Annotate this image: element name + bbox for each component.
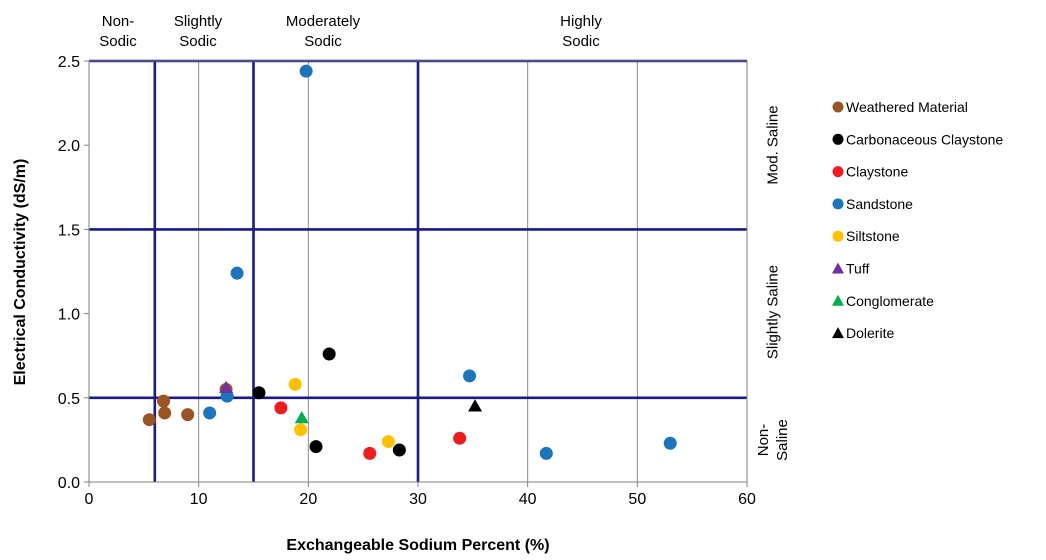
x-axis-title: Exchangeable Sodium Percent (%) [286,537,549,554]
legend-marker [832,230,844,242]
legend-label: Claystone [846,164,908,180]
sodicity-zone-label: Moderately [286,13,361,30]
legend-label: Carbonaceous Claystone [846,131,1003,147]
claystone-point [363,446,377,460]
carbonaceous-claystone-point [252,386,266,400]
sodicity-zone-label: Sodic [304,33,342,50]
salinity-zone-label: Mod. Saline [765,105,782,184]
x-tick-label: 10 [190,491,208,508]
sandstone-point [463,369,477,383]
legend: Weathered Material Carbonaceous Claystone… [832,99,1003,341]
y-tick-label: 0.5 [58,391,80,408]
claystone-point [453,431,467,445]
sodicity-zone-label: Slightly [174,13,223,30]
legend-marker [832,166,844,178]
carbonaceous-claystone-point [392,443,406,457]
carbonaceous-claystone-point [322,347,336,361]
dolerite-point [468,399,483,412]
sandstone-point [230,266,244,280]
tuff-point [219,380,234,393]
legend-marker [832,294,844,306]
x-tick-label: 0 [85,491,94,508]
legend-label: Tuff [846,261,869,277]
data-points [142,64,677,460]
weathered-material-point [142,413,156,427]
legend-label: Sandstone [846,196,913,212]
sodicity-zone-label: Sodic [179,33,217,50]
legend-label: Dolerite [846,325,894,341]
sodicity-zone-label: Non- [102,13,135,30]
weathered-material-point [181,408,195,422]
weathered-material-point [157,394,171,408]
sandstone-point [663,436,677,450]
legend-marker [832,101,844,113]
x-tick-label: 50 [628,491,646,508]
legend-label: Conglomerate [846,293,934,309]
weathered-material-point [158,406,172,420]
x-tick-label: 30 [409,491,427,508]
y-tick-label: 2.0 [58,138,80,155]
y-tick-label: 2.5 [58,54,80,71]
sandstone-point [203,406,217,420]
y-tick-label: 0.0 [58,475,80,492]
axis-ticks: 0 10 20 30 40 50 60 0.0 0.5 1.0 1.5 2.0 2.5 [58,54,756,508]
sodicity-zone-label: Sodic [99,33,137,50]
carbonaceous-claystone-point [309,440,323,454]
legend-marker [832,327,844,339]
y-tick-label: 1.0 [58,307,80,324]
x-tick-label: 60 [738,491,756,508]
salinity-zone-label: Slightly Saline [765,265,782,359]
legend-label: Siltstone [846,228,900,244]
claystone-point [274,401,288,415]
sodicity-zone-label: Sodic [562,33,600,50]
sodicity-zone-label: Highly [560,13,602,30]
siltstone-point [294,423,308,437]
siltstone-point [381,435,395,449]
legend-marker [832,133,844,145]
sandstone-point [539,446,553,460]
legend-marker [832,262,844,274]
x-tick-label: 40 [519,491,537,508]
y-axis-title: Electrical Conductivity (dS/m) [12,159,29,386]
zone-labels: Non- Sodic Slightly Sodic Moderately Sodic Hig… [99,13,791,461]
x-tick-label: 20 [299,491,317,508]
conglomerate-point [294,411,309,424]
salinity-zone-label: Non- [755,424,772,457]
salinity-zone-label: Saline [774,419,791,461]
legend-label: Weathered Material [846,99,968,115]
y-tick-label: 1.5 [58,222,80,239]
sandstone-point [299,64,313,78]
siltstone-point [288,377,302,391]
legend-marker [832,198,844,210]
